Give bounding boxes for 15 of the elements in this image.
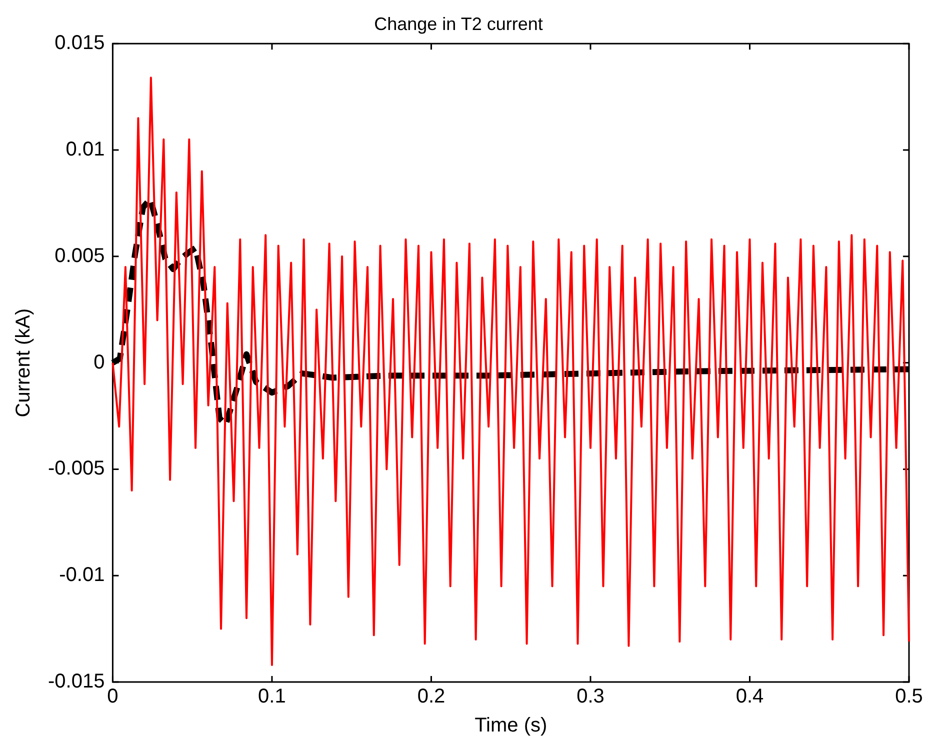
x-tick-label: 0.3 xyxy=(576,686,604,708)
x-tick-label: 0.1 xyxy=(258,686,286,708)
y-tick-label: -0.01 xyxy=(59,564,105,586)
y-tick-label: 0 xyxy=(94,351,105,374)
y-tick-label: 0.005 xyxy=(54,244,105,267)
x-tick-label: 0.2 xyxy=(417,686,446,708)
x-axis-title: Time (s) xyxy=(474,714,548,737)
chart-title: Change in T2 current xyxy=(374,14,543,34)
y-tick-label: -0.005 xyxy=(48,458,105,480)
y-tick-label: -0.015 xyxy=(48,670,105,693)
y-tick-label: 0.015 xyxy=(54,32,105,54)
x-tick-label: 0.4 xyxy=(736,686,764,708)
x-tick-label: 0.5 xyxy=(895,686,923,708)
y-tick-label: 0.01 xyxy=(66,138,105,161)
y-axis-title: Current (kA) xyxy=(12,308,35,418)
